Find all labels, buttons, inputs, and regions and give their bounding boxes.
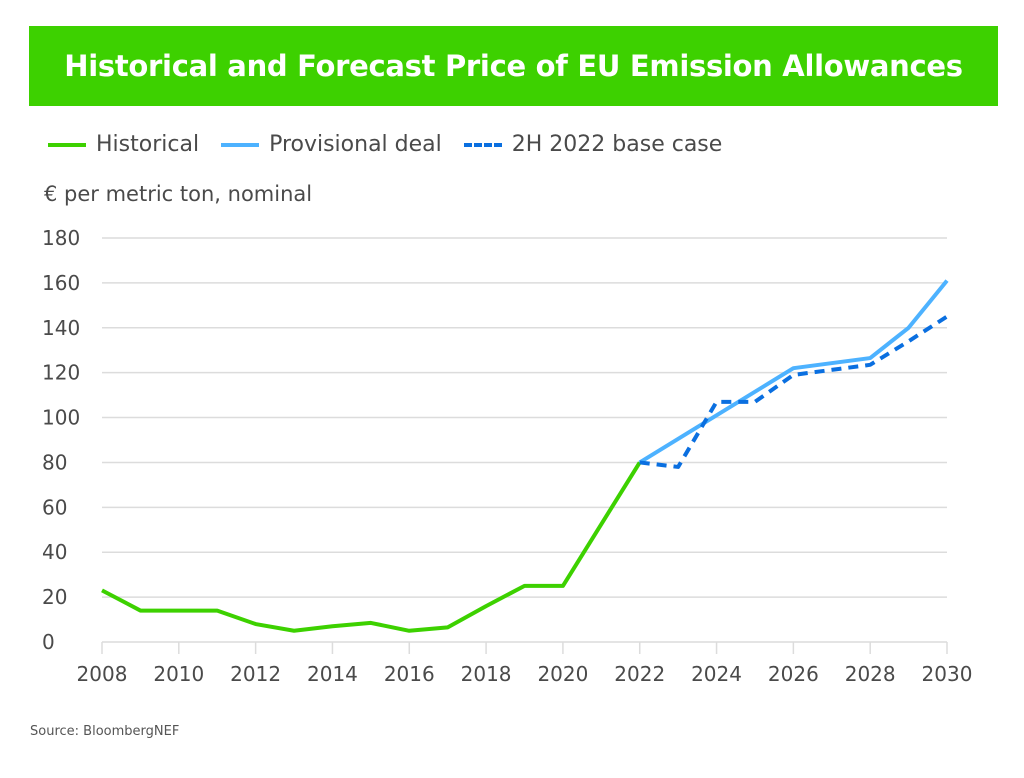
y-tick-label: 20 [42,585,67,609]
y-tick-label: 120 [42,361,80,385]
y-tick-label: 180 [42,226,80,250]
x-tick-label: 2008 [77,662,128,686]
legend: Historical Provisional deal 2H 2022 base… [48,132,744,157]
series-line-2h-2022-base-case [639,314,949,469]
x-tick-label: 2016 [384,662,435,686]
series-line-historical [101,461,642,633]
x-tick-label: 2012 [230,662,281,686]
legend-item-historical: Historical [48,132,199,157]
legend-item-base-case: 2H 2022 base case [463,132,723,157]
y-tick-label: 160 [42,271,80,295]
legend-swatch-base-case [463,142,502,147]
y-tick-label: 40 [42,540,67,564]
x-tick-label: 2010 [153,662,204,686]
y-tick-label: 100 [42,406,80,430]
source-note: Source: BloombergNEF [30,724,180,739]
x-tick-label: 2020 [537,662,588,686]
x-tick-label: 2022 [614,662,665,686]
y-tick-label: 140 [42,316,80,340]
x-tick-label: 2030 [922,662,973,686]
x-tick-label: 2028 [845,662,896,686]
y-tick-label: 60 [42,495,67,519]
x-tick-label: 2024 [691,662,742,686]
legend-swatch-provisional [221,142,260,147]
chart-title: Historical and Forecast Price of EU Emis… [64,49,963,83]
legend-label: Historical [96,132,200,157]
x-tick-label: 2014 [307,662,358,686]
y-tick-label: 0 [42,630,55,654]
x-tick-label: 2018 [461,662,512,686]
legend-label: Provisional deal [269,132,442,157]
legend-swatch-historical [48,142,86,147]
title-banner: Historical and Forecast Price of EU Emis… [29,26,998,106]
legend-label: 2H 2022 base case [511,132,723,157]
x-tick-label: 2026 [768,662,819,686]
y-axis-label: € per metric ton, nominal [44,182,313,206]
y-tick-label: 80 [42,450,67,474]
legend-item-provisional: Provisional deal [221,132,442,157]
series-line-provisional-deal [638,279,949,465]
